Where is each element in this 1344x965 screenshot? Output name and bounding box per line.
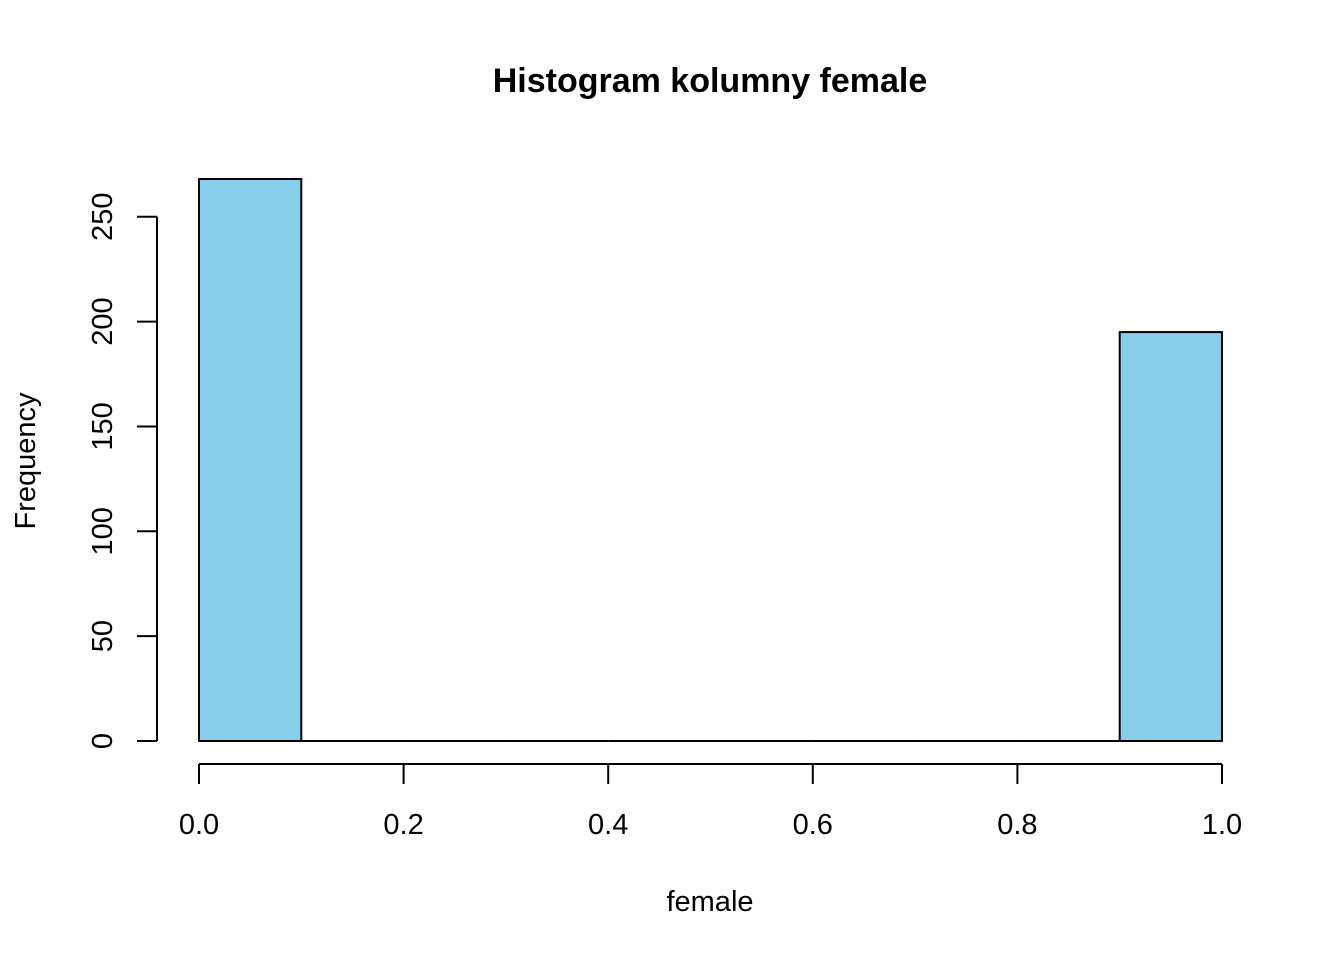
y-tick-label: 50 xyxy=(87,620,119,652)
histogram-bar xyxy=(198,178,303,742)
bars-group xyxy=(198,178,1223,742)
x-tick-label: 0.4 xyxy=(588,809,628,841)
x-tick-label: 0.0 xyxy=(179,809,219,841)
x-tick-label: 0.2 xyxy=(383,809,423,841)
y-tick-label: 0 xyxy=(87,733,119,749)
x-axis-label: female xyxy=(666,886,753,918)
x-tick-label: 0.6 xyxy=(793,809,833,841)
chart-title: Histogram kolumny female xyxy=(493,62,928,100)
x-tick-label: 0.8 xyxy=(997,809,1037,841)
y-axis-label: Frequency xyxy=(10,392,42,530)
y-tick-label: 200 xyxy=(87,297,119,345)
y-tick-label: 150 xyxy=(87,402,119,450)
y-tick-label: 100 xyxy=(87,507,119,555)
y-tick-label: 250 xyxy=(87,193,119,241)
y-axis: 0 50 100 150 200 250 xyxy=(87,193,158,749)
x-axis: 0.0 0.2 0.4 0.6 0.8 1.0 xyxy=(179,763,1242,841)
x-tick-label: 1.0 xyxy=(1202,809,1242,841)
histogram-bar xyxy=(1118,331,1223,742)
